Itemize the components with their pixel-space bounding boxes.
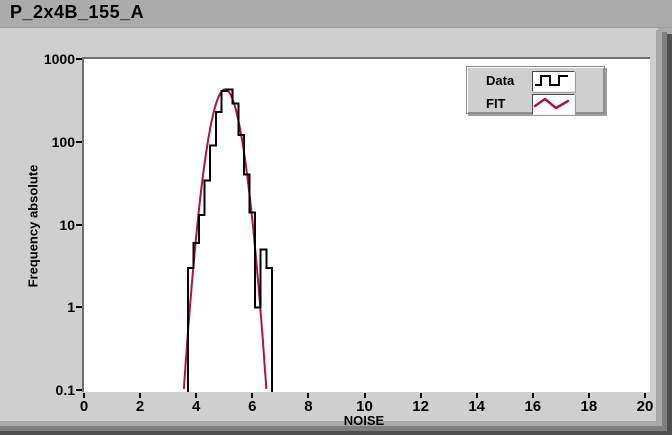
x-tick-label: 16 bbox=[524, 398, 542, 415]
legend-item-data[interactable]: Data bbox=[467, 71, 604, 92]
x-tick-mark bbox=[644, 393, 646, 398]
x-tick-mark bbox=[251, 393, 254, 398]
y-tick-label: 1000 bbox=[43, 51, 75, 67]
panel-right-bevel bbox=[667, 34, 672, 435]
y-tick-mark bbox=[76, 58, 82, 60]
x-tick-mark bbox=[139, 393, 142, 398]
panel-bottom-bevel bbox=[0, 421, 662, 426]
x-tick-label: 0 bbox=[79, 398, 89, 415]
panel-bottom-bevel bbox=[0, 431, 672, 435]
y-tick-label: 100 bbox=[51, 133, 75, 150]
y-tick-label: 10 bbox=[59, 216, 75, 233]
y-tick-label: 1 bbox=[67, 299, 75, 316]
x-tick-mark bbox=[83, 393, 85, 398]
zigzag-line-icon bbox=[533, 97, 570, 110]
fit-curve bbox=[182, 88, 268, 389]
plot-legend[interactable]: Data FIT bbox=[466, 66, 605, 115]
x-tick-mark bbox=[475, 393, 478, 398]
y-tick-mark bbox=[76, 306, 82, 309]
y-tick-mark bbox=[76, 140, 82, 143]
x-tick-label: 12 bbox=[412, 398, 429, 415]
x-tick-label: 20 bbox=[636, 398, 654, 415]
legend-item-fit[interactable]: FIT bbox=[467, 94, 604, 115]
legend-sample-fit[interactable] bbox=[532, 94, 575, 115]
legend-label: FIT bbox=[486, 96, 506, 111]
x-tick-label: 8 bbox=[304, 398, 313, 415]
plot-svg bbox=[182, 88, 273, 392]
titlebar: P_2x4B_155_A bbox=[0, 0, 672, 28]
y-axis-title: Frequency absolute bbox=[25, 164, 41, 288]
x-axis-title: NOISE bbox=[343, 413, 385, 428]
step-line-icon bbox=[535, 75, 568, 86]
y-tick-mark bbox=[76, 389, 82, 391]
panel-right-bevel bbox=[656, 30, 662, 435]
legend-label: Data bbox=[486, 73, 515, 88]
x-tick-mark bbox=[587, 393, 590, 398]
x-tick-mark bbox=[363, 393, 366, 398]
y-tick-mark bbox=[76, 223, 82, 226]
x-tick-mark bbox=[531, 393, 534, 398]
x-tick-label: 18 bbox=[580, 398, 598, 415]
x-tick-mark bbox=[419, 393, 422, 398]
legend-sample-data[interactable] bbox=[532, 71, 575, 92]
page-title: P_2x4B_155_A bbox=[10, 2, 145, 22]
x-tick-label: 14 bbox=[468, 398, 486, 415]
x-tick-label: 6 bbox=[248, 398, 257, 415]
y-tick-label: 0.1 bbox=[55, 382, 75, 398]
x-tick-label: 2 bbox=[135, 398, 145, 415]
x-tick-mark bbox=[307, 393, 310, 398]
x-tick-mark bbox=[195, 393, 198, 398]
panel-right-bevel bbox=[662, 32, 667, 435]
x-tick-label: 4 bbox=[192, 398, 201, 415]
x-tick-label: 10 bbox=[356, 398, 373, 415]
data-histogram bbox=[186, 88, 273, 392]
panel-bottom-bevel bbox=[0, 426, 667, 431]
